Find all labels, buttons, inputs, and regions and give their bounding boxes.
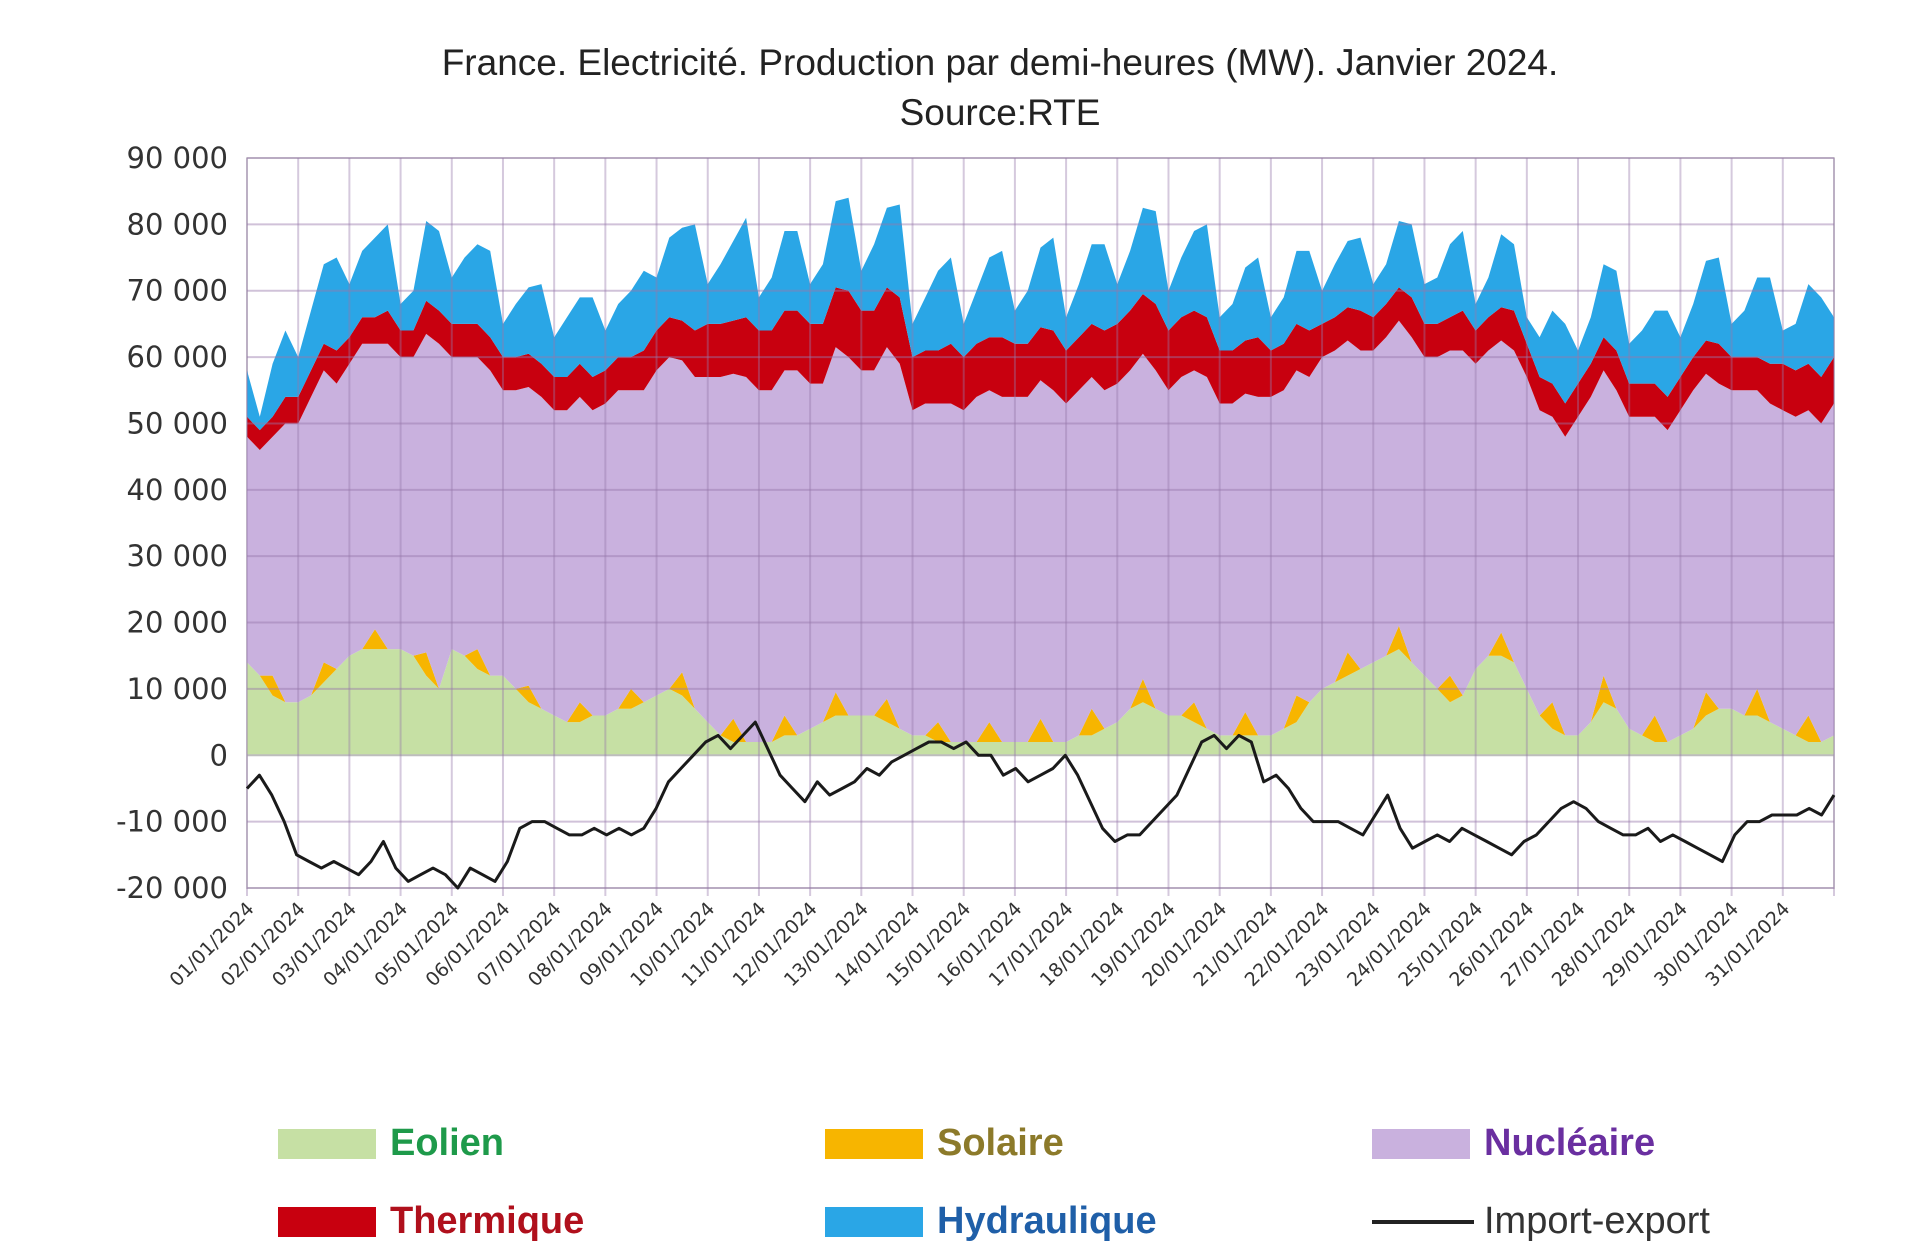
legend-swatch-eolien (278, 1128, 376, 1159)
grid-lines (246, 157, 1835, 896)
legend-label-thermique: Thermique (390, 1200, 585, 1242)
legend-label-solaire: Solaire (937, 1122, 1064, 1164)
y-tick-label: 50 000 (127, 406, 228, 440)
area-thermique (247, 287, 1834, 450)
legend-swatch-import-export (1372, 1219, 1474, 1224)
area-hydraulique (247, 197, 1834, 431)
legend-label-hydraulique: Hydraulique (937, 1200, 1157, 1242)
legend-swatch-solaire (825, 1128, 923, 1159)
legend-item-hydraulique: Hydraulique (825, 1200, 1157, 1243)
chart-title-line-2: Source:RTE (899, 92, 1101, 133)
legend-label-import-export: Import-export (1484, 1200, 1710, 1242)
y-tick-label: 80 000 (127, 207, 228, 241)
y-axis: 90 000 80 000 70 000 60 000 50 000 40 000 30 0… (116, 141, 228, 905)
legend-item-thermique: Thermique (278, 1200, 584, 1243)
y-tick-label: 30 000 (127, 539, 228, 573)
y-tick-label: -20 000 (116, 871, 228, 905)
area-eolien (247, 649, 1834, 756)
y-tick-label: 10 000 (127, 672, 228, 706)
chart-title: France. Electricité. Production par demi… (100, 38, 1900, 138)
legend-swatch-thermique (278, 1206, 376, 1237)
y-tick-label: 60 000 (127, 340, 228, 374)
x-axis: 01/01/202402/01/202403/01/202404/01/2024… (166, 898, 1795, 991)
legend-swatch-hydraulique (825, 1206, 923, 1237)
legend-item-import-export: Import-export (1372, 1200, 1710, 1243)
legend-label-eolien: Eolien (390, 1122, 505, 1164)
y-tick-label: 70 000 (127, 274, 228, 308)
area-nucleaire (247, 320, 1834, 742)
y-tick-label: 20 000 (127, 606, 228, 640)
legend-swatch-nucleaire (1372, 1128, 1470, 1159)
y-tick-label: 90 000 (127, 141, 228, 175)
line-import-export (245, 720, 1836, 890)
stacked-areas (247, 197, 1834, 756)
legend-item-nucleaire: Nucléaire (1372, 1122, 1655, 1165)
chart-title-line-1: France. Electricité. Production par demi… (441, 42, 1559, 83)
y-tick-label: -10 000 (116, 805, 228, 839)
legend-label-nucleaire: Nucléaire (1484, 1122, 1656, 1164)
legend-item-eolien: Eolien (278, 1122, 504, 1165)
y-tick-label: 40 000 (127, 473, 228, 507)
legend-item-solaire: Solaire (825, 1122, 1064, 1165)
import-export-layer (245, 720, 1836, 890)
y-tick-label: 0 (210, 738, 228, 772)
